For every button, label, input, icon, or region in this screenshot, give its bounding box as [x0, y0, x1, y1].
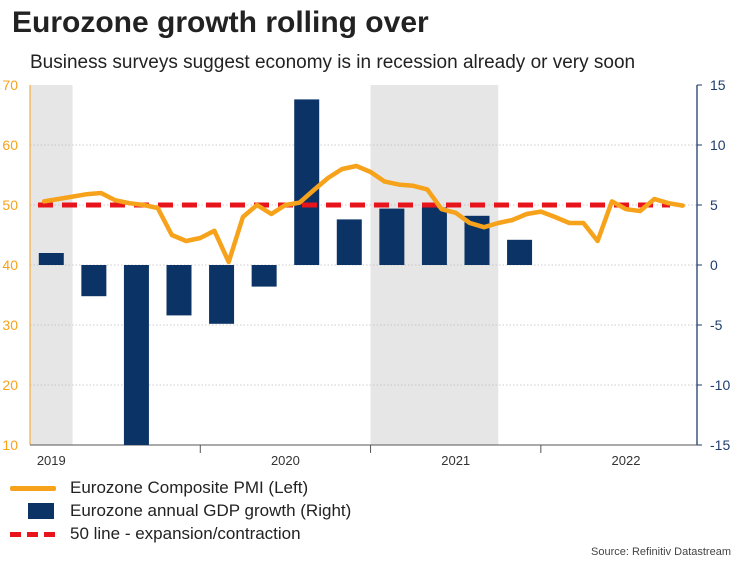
right-tick-label: 10	[710, 137, 726, 153]
source-note: Source: Refinitiv Datastream	[591, 546, 731, 558]
gdp-bar	[166, 265, 192, 316]
legend-item-pmi: Eurozone Composite PMI (Left)	[10, 476, 351, 499]
gdp-bar	[123, 265, 149, 445]
right-tick-label: -15	[710, 437, 730, 453]
legend-label-ref: 50 line - expansion/contraction	[70, 523, 301, 543]
legend-label-pmi: Eurozone Composite PMI (Left)	[70, 477, 309, 497]
pmi-line	[41, 163, 685, 265]
left-tick-label: 50	[2, 197, 18, 213]
gdp-bar	[421, 207, 447, 265]
chart-subtitle: Business surveys suggest economy is in r…	[30, 52, 636, 73]
x-tick-label: 2021	[441, 453, 470, 468]
gdp-bar	[81, 265, 107, 297]
gdp-bar	[336, 219, 362, 265]
right-tick-label: -5	[710, 317, 723, 333]
legend-item-gdp: Eurozone annual GDP growth (Right)	[10, 499, 351, 522]
left-tick-label: 70	[2, 77, 18, 93]
x-tick-label: 2019	[37, 453, 66, 468]
left-tick-label: 30	[2, 317, 18, 333]
right-tick-label: -10	[710, 377, 730, 393]
right-tick-label: 0	[710, 257, 718, 273]
x-tick-label: 2020	[271, 453, 300, 468]
right-tick-label: 5	[710, 197, 718, 213]
legend-label-gdp: Eurozone annual GDP growth (Right)	[70, 500, 352, 520]
gdp-bar	[507, 239, 533, 265]
legend-item-ref: 50 line - expansion/contraction	[10, 522, 351, 545]
left-tick-label: 10	[2, 437, 18, 453]
gdp-bar	[379, 208, 405, 265]
left-tick-label: 40	[2, 257, 18, 273]
x-tick-label: 2022	[612, 453, 641, 468]
gdp-bar	[209, 265, 235, 324]
legend-swatch-ref	[10, 526, 56, 542]
gdp-bar	[294, 99, 320, 266]
gdp-bar	[251, 265, 277, 287]
chart-legend: Eurozone Composite PMI (Left) Eurozone a…	[10, 476, 351, 545]
left-tick-label: 20	[2, 377, 18, 393]
gdp-bar	[38, 253, 64, 265]
chart-title: Eurozone growth rolling over	[12, 6, 429, 39]
left-tick-label: 60	[2, 137, 18, 153]
legend-swatch-gdp	[10, 502, 56, 519]
right-tick-label: 15	[710, 77, 726, 93]
legend-swatch-pmi	[10, 480, 56, 496]
